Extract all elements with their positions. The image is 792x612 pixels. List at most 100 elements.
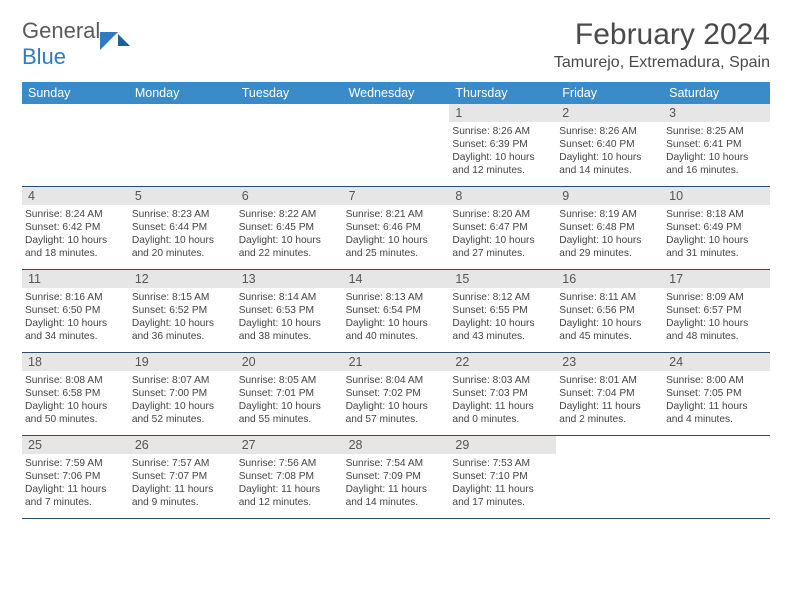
day-details: Sunrise: 8:09 AM Sunset: 6:57 PM Dayligh… xyxy=(666,291,767,343)
day-cell xyxy=(236,104,343,186)
day-details: Sunrise: 8:19 AM Sunset: 6:48 PM Dayligh… xyxy=(559,208,660,260)
day-number: 23 xyxy=(556,353,663,371)
logo-text-part2: Blue xyxy=(22,44,66,69)
day-details: Sunrise: 8:22 AM Sunset: 6:45 PM Dayligh… xyxy=(239,208,340,260)
day-details: Sunrise: 8:14 AM Sunset: 6:53 PM Dayligh… xyxy=(239,291,340,343)
day-cell: 23 Sunrise: 8:01 AM Sunset: 7:04 PM Dayli… xyxy=(556,353,663,435)
weekday-sunday: Sunday xyxy=(22,82,129,104)
day-number: 24 xyxy=(663,353,770,371)
day-cell: 8 Sunrise: 8:20 AM Sunset: 6:47 PM Daylig… xyxy=(449,187,556,269)
day-cell: 6 Sunrise: 8:22 AM Sunset: 6:45 PM Daylig… xyxy=(236,187,343,269)
day-details: Sunrise: 8:15 AM Sunset: 6:52 PM Dayligh… xyxy=(132,291,233,343)
weekday-wednesday: Wednesday xyxy=(343,82,450,104)
day-details: Sunrise: 8:01 AM Sunset: 7:04 PM Dayligh… xyxy=(559,374,660,426)
calendar-week-row: 4 Sunrise: 8:24 AM Sunset: 6:42 PM Daylig… xyxy=(22,187,770,270)
day-cell: 10 Sunrise: 8:18 AM Sunset: 6:49 PM Dayli… xyxy=(663,187,770,269)
day-number: 16 xyxy=(556,270,663,288)
calendar-week-row: 25 Sunrise: 7:59 AM Sunset: 7:06 PM Dayli… xyxy=(22,436,770,519)
day-cell: 24Sunrise: 8:00 AM Sunset: 7:05 PM Dayli… xyxy=(663,353,770,435)
calendar-week-row: 11 Sunrise: 8:16 AM Sunset: 6:50 PM Dayli… xyxy=(22,270,770,353)
calendar-body: 1Sunrise: 8:26 AM Sunset: 6:39 PM Daylig… xyxy=(22,104,770,519)
day-number: 15 xyxy=(449,270,556,288)
day-details: Sunrise: 7:59 AM Sunset: 7:06 PM Dayligh… xyxy=(25,457,126,509)
day-number: 6 xyxy=(236,187,343,205)
day-number: 25 xyxy=(22,436,129,454)
day-cell: 25 Sunrise: 7:59 AM Sunset: 7:06 PM Dayli… xyxy=(22,436,129,518)
day-details: Sunrise: 8:05 AM Sunset: 7:01 PM Dayligh… xyxy=(239,374,340,426)
day-number: 11 xyxy=(22,270,129,288)
day-details: Sunrise: 8:26 AM Sunset: 6:40 PM Dayligh… xyxy=(559,125,660,177)
weekday-saturday: Saturday xyxy=(663,82,770,104)
weekday-thursday: Thursday xyxy=(449,82,556,104)
day-cell: 3Sunrise: 8:25 AM Sunset: 6:41 PM Daylig… xyxy=(663,104,770,186)
day-number: 28 xyxy=(343,436,450,454)
day-details: Sunrise: 8:12 AM Sunset: 6:55 PM Dayligh… xyxy=(452,291,553,343)
day-cell: 5 Sunrise: 8:23 AM Sunset: 6:44 PM Daylig… xyxy=(129,187,236,269)
day-cell: 2Sunrise: 8:26 AM Sunset: 6:40 PM Daylig… xyxy=(556,104,663,186)
day-details: Sunrise: 8:11 AM Sunset: 6:56 PM Dayligh… xyxy=(559,291,660,343)
logo-text-part1: General xyxy=(22,18,100,43)
day-cell: 26Sunrise: 7:57 AM Sunset: 7:07 PM Dayli… xyxy=(129,436,236,518)
day-details: Sunrise: 8:18 AM Sunset: 6:49 PM Dayligh… xyxy=(666,208,767,260)
day-number: 26 xyxy=(129,436,236,454)
day-details: Sunrise: 8:13 AM Sunset: 6:54 PM Dayligh… xyxy=(346,291,447,343)
day-cell xyxy=(22,104,129,186)
day-cell xyxy=(556,436,663,518)
day-cell: 18 Sunrise: 8:08 AM Sunset: 6:58 PM Dayli… xyxy=(22,353,129,435)
day-cell: 27 Sunrise: 7:56 AM Sunset: 7:08 PM Dayli… xyxy=(236,436,343,518)
location-text: Tamurejo, Extremadura, Spain xyxy=(554,54,770,72)
day-cell: 29 Sunrise: 7:53 AM Sunset: 7:10 PM Dayli… xyxy=(449,436,556,518)
day-cell: 17Sunrise: 8:09 AM Sunset: 6:57 PM Dayli… xyxy=(663,270,770,352)
day-cell: 11 Sunrise: 8:16 AM Sunset: 6:50 PM Dayli… xyxy=(22,270,129,352)
day-cell xyxy=(129,104,236,186)
day-cell: 19 Sunrise: 8:07 AM Sunset: 7:00 PM Dayli… xyxy=(129,353,236,435)
page-header: General Blue February 2024 Tamurejo, Ext… xyxy=(22,18,770,72)
day-number: 27 xyxy=(236,436,343,454)
day-details: Sunrise: 8:21 AM Sunset: 6:46 PM Dayligh… xyxy=(346,208,447,260)
day-details: Sunrise: 8:25 AM Sunset: 6:41 PM Dayligh… xyxy=(666,125,767,177)
day-number: 29 xyxy=(449,436,556,454)
day-number: 14 xyxy=(343,270,450,288)
day-details: Sunrise: 8:20 AM Sunset: 6:47 PM Dayligh… xyxy=(452,208,553,260)
day-cell: 16 Sunrise: 8:11 AM Sunset: 6:56 PM Dayli… xyxy=(556,270,663,352)
day-cell: 20Sunrise: 8:05 AM Sunset: 7:01 PM Dayli… xyxy=(236,353,343,435)
day-details: Sunrise: 7:54 AM Sunset: 7:09 PM Dayligh… xyxy=(346,457,447,509)
day-details: Sunrise: 8:08 AM Sunset: 6:58 PM Dayligh… xyxy=(25,374,126,426)
day-details: Sunrise: 8:16 AM Sunset: 6:50 PM Dayligh… xyxy=(25,291,126,343)
day-cell: 28 Sunrise: 7:54 AM Sunset: 7:09 PM Dayli… xyxy=(343,436,450,518)
day-details: Sunrise: 8:07 AM Sunset: 7:00 PM Dayligh… xyxy=(132,374,233,426)
day-cell: 1Sunrise: 8:26 AM Sunset: 6:39 PM Daylig… xyxy=(449,104,556,186)
day-number: 12 xyxy=(129,270,236,288)
day-cell: 9Sunrise: 8:19 AM Sunset: 6:48 PM Daylig… xyxy=(556,187,663,269)
logo: General Blue xyxy=(22,18,132,70)
day-number: 4 xyxy=(22,187,129,205)
day-cell: 13 Sunrise: 8:14 AM Sunset: 6:53 PM Dayli… xyxy=(236,270,343,352)
day-cell: 21 Sunrise: 8:04 AM Sunset: 7:02 PM Dayli… xyxy=(343,353,450,435)
calendar-week-row: 18 Sunrise: 8:08 AM Sunset: 6:58 PM Dayli… xyxy=(22,353,770,436)
weekday-tuesday: Tuesday xyxy=(236,82,343,104)
day-number: 8 xyxy=(449,187,556,205)
day-number: 22 xyxy=(449,353,556,371)
logo-text: General Blue xyxy=(22,18,100,70)
day-details: Sunrise: 7:53 AM Sunset: 7:10 PM Dayligh… xyxy=(452,457,553,509)
weekday-friday: Friday xyxy=(556,82,663,104)
day-number: 10 xyxy=(663,187,770,205)
day-number: 7 xyxy=(343,187,450,205)
day-cell xyxy=(663,436,770,518)
day-details: Sunrise: 8:23 AM Sunset: 6:44 PM Dayligh… xyxy=(132,208,233,260)
calendar: Sunday Monday Tuesday Wednesday Thursday… xyxy=(22,82,770,519)
day-details: Sunrise: 8:24 AM Sunset: 6:42 PM Dayligh… xyxy=(25,208,126,260)
day-details: Sunrise: 8:03 AM Sunset: 7:03 PM Dayligh… xyxy=(452,374,553,426)
day-cell xyxy=(343,104,450,186)
day-cell: 4 Sunrise: 8:24 AM Sunset: 6:42 PM Daylig… xyxy=(22,187,129,269)
day-number: 18 xyxy=(22,353,129,371)
day-number: 5 xyxy=(129,187,236,205)
day-details: Sunrise: 7:56 AM Sunset: 7:08 PM Dayligh… xyxy=(239,457,340,509)
day-number: 13 xyxy=(236,270,343,288)
month-title: February 2024 xyxy=(554,18,770,52)
day-cell: 22 Sunrise: 8:03 AM Sunset: 7:03 PM Dayli… xyxy=(449,353,556,435)
day-cell: 15 Sunrise: 8:12 AM Sunset: 6:55 PM Dayli… xyxy=(449,270,556,352)
day-number: 21 xyxy=(343,353,450,371)
day-details: Sunrise: 8:04 AM Sunset: 7:02 PM Dayligh… xyxy=(346,374,447,426)
day-number: 19 xyxy=(129,353,236,371)
